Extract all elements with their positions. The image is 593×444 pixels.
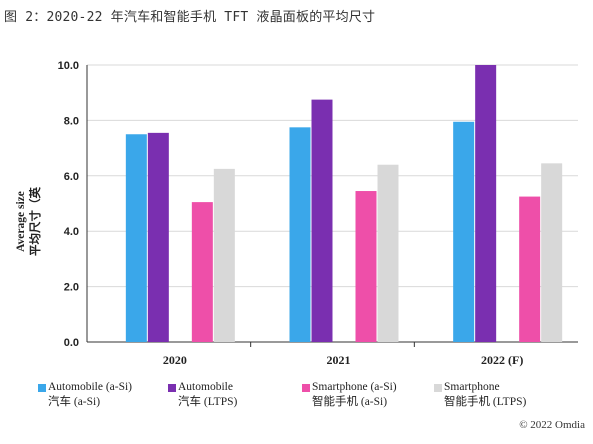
y-tick-label: 6.0 <box>64 171 79 183</box>
bar-automobile_asi-0 <box>125 134 147 342</box>
legend-label-automobile-ltps: Automobile <box>178 381 233 393</box>
x-tick-label: 2022 (F) <box>481 353 523 367</box>
bar-smartphone_ltps-1 <box>377 164 399 342</box>
source-credit: © 2022 Omdia <box>519 419 585 431</box>
y-tick-label: 2.0 <box>64 282 79 294</box>
legend-label-cn-automobile-ltps: 汽车 (LTPS) <box>178 396 238 408</box>
legend-label-smartphone-ltps: Smartphone <box>444 381 500 393</box>
legend-label-cn-smartphone-ltps: 智能手机 (LTPS) <box>444 396 527 408</box>
y-tick-label: 4.0 <box>64 226 79 238</box>
bar-automobile_ltps-0 <box>147 132 169 342</box>
y-tick-label: 8.0 <box>64 115 79 127</box>
bar-smartphone_asi-1 <box>355 191 377 342</box>
bar-smartphone_asi-2 <box>519 196 541 342</box>
y-axis-title-en: Average size <box>15 191 27 252</box>
legend-swatch-automobile-ltps <box>168 384 176 392</box>
bar-automobile_ltps-2 <box>475 65 497 342</box>
legend-swatch-smartphone-asi <box>302 384 310 392</box>
bar-automobile_ltps-1 <box>311 99 333 342</box>
figure-title: 图 2：2020-22 年汽车和智能手机 TFT 液晶面板的平均尺寸 <box>4 10 376 25</box>
x-tick-label: 2020 <box>163 353 187 367</box>
legend-label-cn-smartphone-asi: 智能手机 (a-Si) <box>312 396 388 408</box>
x-tick-label: 2021 <box>327 353 351 367</box>
y-axis-title-cn: 平均尺寸（英 <box>30 187 42 256</box>
bar-automobile_asi-2 <box>453 121 475 342</box>
bar-smartphone_ltps-2 <box>541 163 563 342</box>
legend-swatch-automobile-asi <box>38 384 46 392</box>
legend-label-cn-automobile-asi: 汽车 (a-Si) <box>48 396 101 408</box>
bar-chart: 0.0 2.0 4.0 6.0 8.0 10.0 2020 2021 2022 (F) <box>58 60 578 367</box>
bar-smartphone_ltps-0 <box>213 168 235 342</box>
bar-automobile_asi-1 <box>289 127 311 342</box>
bar-smartphone_asi-0 <box>191 202 213 342</box>
legend-label-smartphone-asi: Smartphone (a-Si) <box>312 381 397 393</box>
legend-label-automobile-asi: Automobile (a-Si) <box>48 381 132 393</box>
y-axis-title: Average size 平均尺寸（英 <box>14 187 44 256</box>
y-tick-label: 0.0 <box>64 337 79 349</box>
y-tick-label: 10.0 <box>58 60 79 72</box>
legend-swatch-smartphone-ltps <box>434 384 442 392</box>
chart-legend: Automobile (a-Si) 汽车 (a-Si) Automobile 汽… <box>0 380 593 420</box>
